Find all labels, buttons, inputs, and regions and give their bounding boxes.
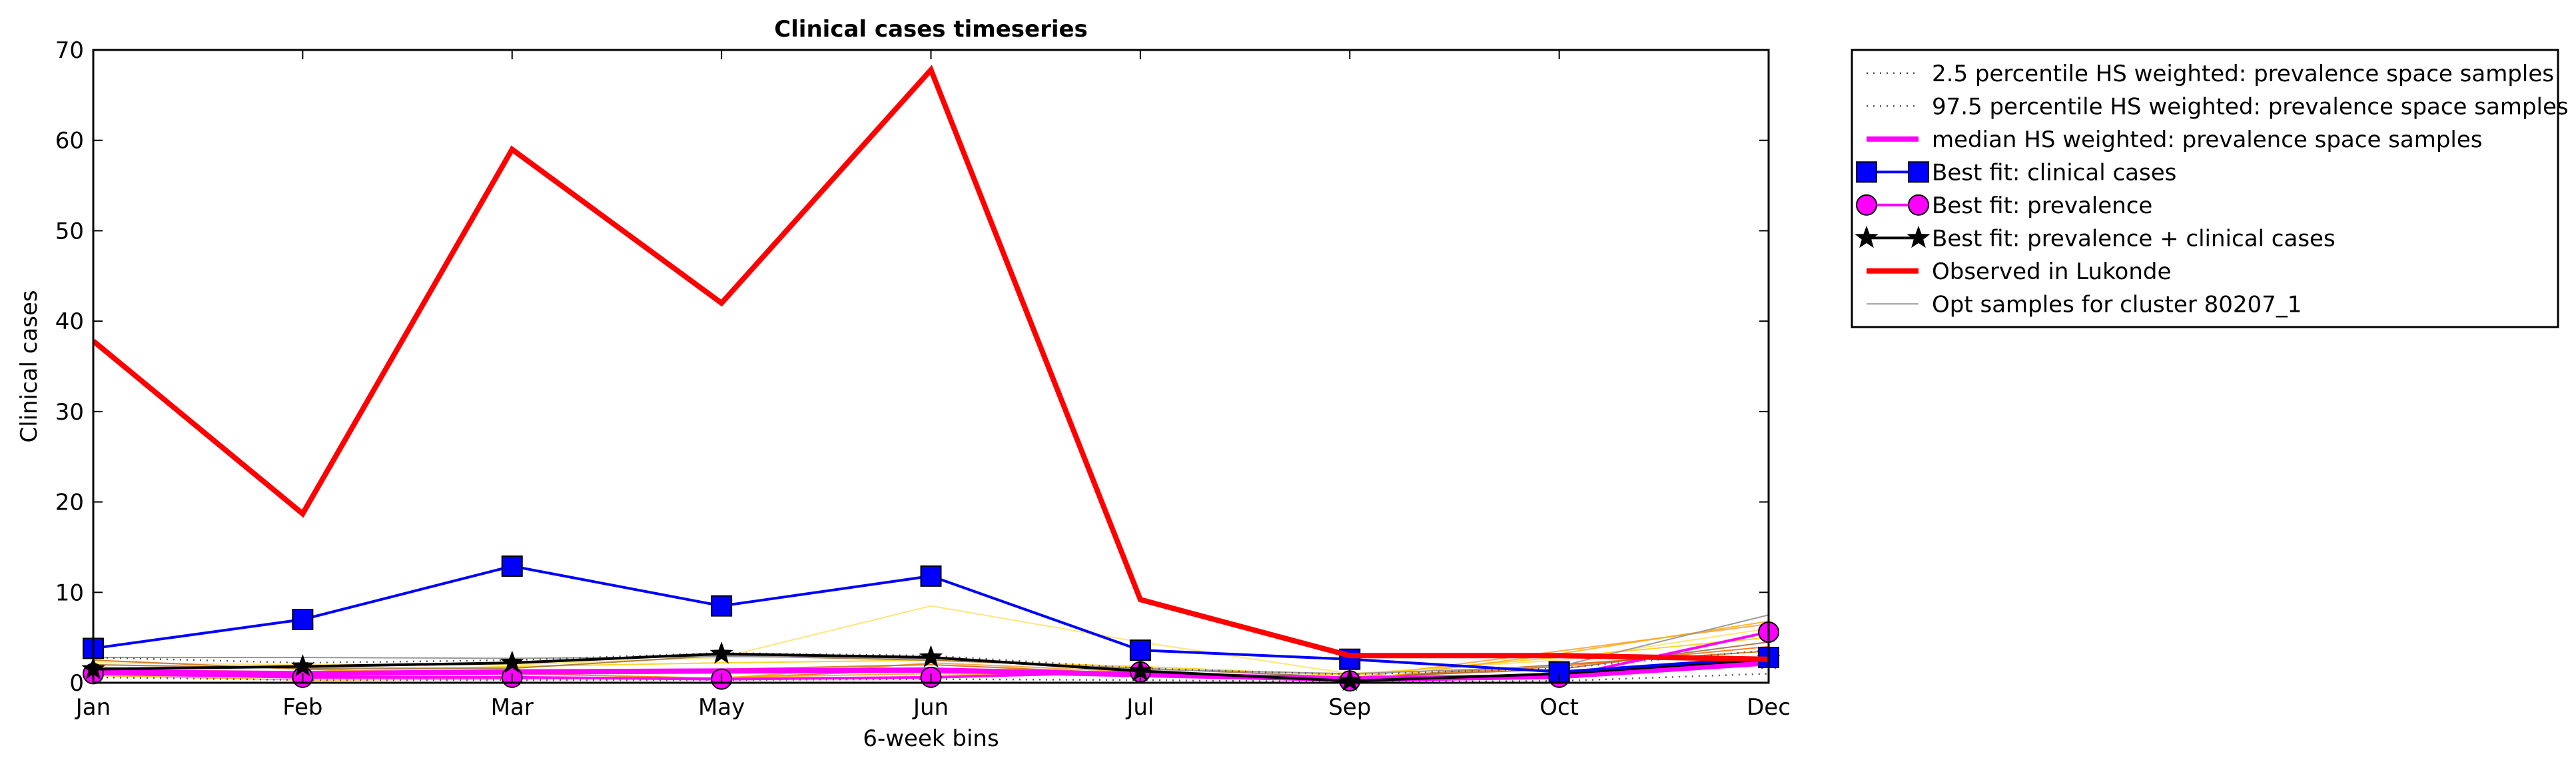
y-tick-label: 10: [55, 579, 84, 606]
series-3-point-1: [292, 609, 314, 630]
y-tick-label: 70: [55, 37, 84, 64]
series-3-point-5: [1129, 639, 1151, 661]
series-5-point-2: [500, 650, 524, 673]
legend-marker-3: [1856, 161, 1877, 183]
y-axis-title: Clinical cases: [16, 290, 43, 442]
legend-label-7: Opt samples for cluster 80207_1: [1932, 291, 2302, 318]
x-axis-title: 6-week bins: [863, 725, 999, 752]
y-tick-label: 0: [69, 670, 84, 697]
y-tick-label: 30: [55, 399, 84, 426]
legend-label-6: Observed in Lukonde: [1932, 258, 2171, 285]
series-5-point-4: [919, 645, 943, 667]
x-tick-label: Jan: [75, 694, 111, 721]
x-tick-label: Jul: [1125, 694, 1154, 721]
x-tick-label: Oct: [1539, 694, 1579, 721]
series-5-point-3: [709, 641, 733, 664]
series-3-point-3: [711, 595, 733, 617]
x-tick-label: Dec: [1747, 694, 1791, 721]
background-sample-line-0: [93, 605, 1769, 675]
x-tick-label: Feb: [282, 694, 322, 721]
legend-box: [1851, 49, 2559, 328]
x-tick-label: Jun: [912, 694, 949, 721]
legend-marker-3: [1908, 161, 1929, 183]
y-tick-label: 20: [55, 490, 84, 516]
axes-layer: 0 10 20 30 40 50 60 70 Jan Feb Mar May Jun Jul Sep Oct D…: [55, 37, 1791, 721]
legend: 2.5 percentile HS weighted: prevalence s…: [1851, 49, 2569, 328]
legend-marker-5: [1855, 225, 1879, 248]
series-line-6: [93, 65, 1769, 662]
x-tick-label: May: [698, 694, 745, 721]
x-tick-label: Mar: [491, 694, 534, 721]
legend-marker-5: [1907, 225, 1931, 248]
x-tick-label: Sep: [1328, 694, 1371, 721]
legend-label-2: median HS weighted: prevalence space sam…: [1932, 127, 2483, 153]
chart-title: Clinical cases timeseries: [774, 16, 1088, 43]
series-layer: [81, 65, 1781, 692]
legend-marker-4: [1856, 194, 1877, 216]
legend-label-0: 2.5 percentile HS weighted: prevalence s…: [1932, 61, 2554, 87]
legend-label-4: Best fit: prevalence: [1932, 193, 2152, 219]
series-3-point-4: [920, 565, 942, 587]
legend-label-5: Best fit: prevalence + clinical cases: [1932, 225, 2336, 252]
plot-frame: [92, 49, 1770, 684]
series-3-point-2: [501, 555, 523, 577]
legend-marker-4: [1908, 194, 1929, 216]
y-tick-label: 50: [55, 218, 84, 244]
series-5-point-1: [290, 654, 314, 677]
y-tick-label: 40: [55, 308, 84, 335]
legend-label-1: 97.5 percentile HS weighted: prevalence …: [1932, 93, 2569, 120]
series-6: [93, 65, 1769, 662]
legend-label-3: Best fit: clinical cases: [1932, 159, 2176, 186]
y-tick-label: 60: [55, 128, 84, 155]
